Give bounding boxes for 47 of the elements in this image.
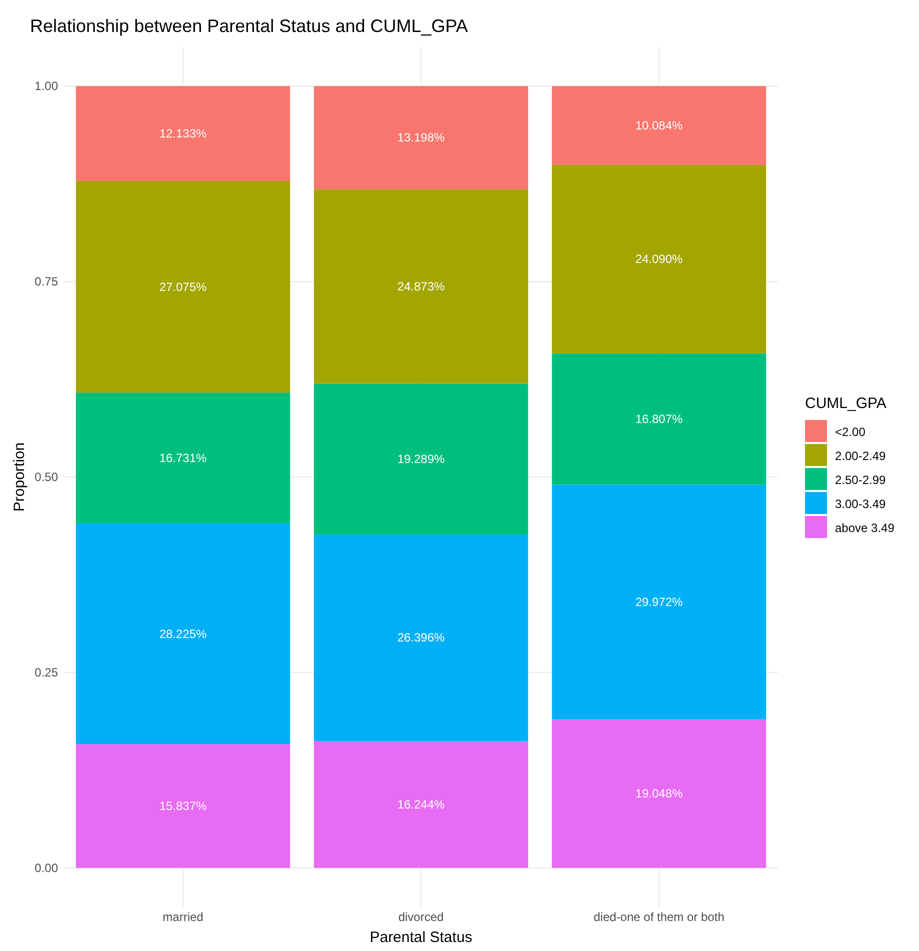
data-label: 24.090% bbox=[635, 252, 684, 266]
data-label: 24.873% bbox=[397, 280, 446, 294]
bar bbox=[76, 744, 290, 868]
data-label: 16.731% bbox=[159, 451, 208, 466]
text: 0.00 bbox=[34, 860, 58, 875]
data-label: 26.396% bbox=[397, 630, 446, 645]
legend-label: <2.00 bbox=[835, 425, 866, 439]
x-tick-label: married bbox=[162, 910, 204, 924]
x-axis-title: Parental Status bbox=[370, 929, 472, 946]
legend-label: 2.50-2.99 bbox=[835, 473, 886, 487]
data-label: 16.807% bbox=[635, 412, 684, 426]
legend-label: 2.00-2.49 bbox=[835, 449, 886, 463]
data-label: 27.075% bbox=[159, 280, 208, 294]
text: 0.25 bbox=[34, 665, 58, 680]
y-axis-title: Proportion bbox=[11, 442, 28, 512]
bar bbox=[314, 534, 528, 741]
text: 0.75 bbox=[34, 274, 58, 289]
bar bbox=[552, 484, 766, 719]
bar bbox=[314, 384, 528, 535]
data-label: 16.244% bbox=[397, 797, 446, 812]
x-tick-label: divorced bbox=[398, 910, 444, 924]
legend-label: 3.00-3.49 bbox=[835, 497, 886, 511]
text: 1.00 bbox=[34, 79, 58, 94]
bar bbox=[552, 353, 766, 485]
data-label: 13.198% bbox=[397, 130, 446, 145]
data-label: 15.837% bbox=[159, 799, 208, 813]
bar bbox=[552, 718, 766, 868]
bar bbox=[76, 180, 290, 393]
bar bbox=[314, 740, 528, 868]
legend-label: above 3.49 bbox=[835, 521, 895, 535]
data-label: 19.289% bbox=[397, 452, 446, 466]
bar bbox=[76, 523, 290, 744]
data-label: 29.972% bbox=[635, 594, 684, 609]
bar bbox=[314, 86, 528, 190]
bar bbox=[314, 189, 528, 384]
chart-title: Relationship between Parental Status and CUML_GPA bbox=[30, 16, 468, 36]
data-label: 10.084% bbox=[635, 118, 684, 132]
bar bbox=[552, 164, 766, 354]
text: 0.50 bbox=[34, 470, 58, 484]
data-label: 28.225% bbox=[159, 626, 208, 641]
legend-title: CUML_GPA bbox=[805, 395, 886, 412]
bar bbox=[76, 86, 290, 181]
bar bbox=[76, 392, 290, 524]
data-label: 19.048% bbox=[635, 786, 684, 800]
data-label: 12.133% bbox=[159, 126, 208, 141]
x-tick-label: died-one of them or both bbox=[594, 910, 724, 924]
bar bbox=[552, 86, 766, 165]
